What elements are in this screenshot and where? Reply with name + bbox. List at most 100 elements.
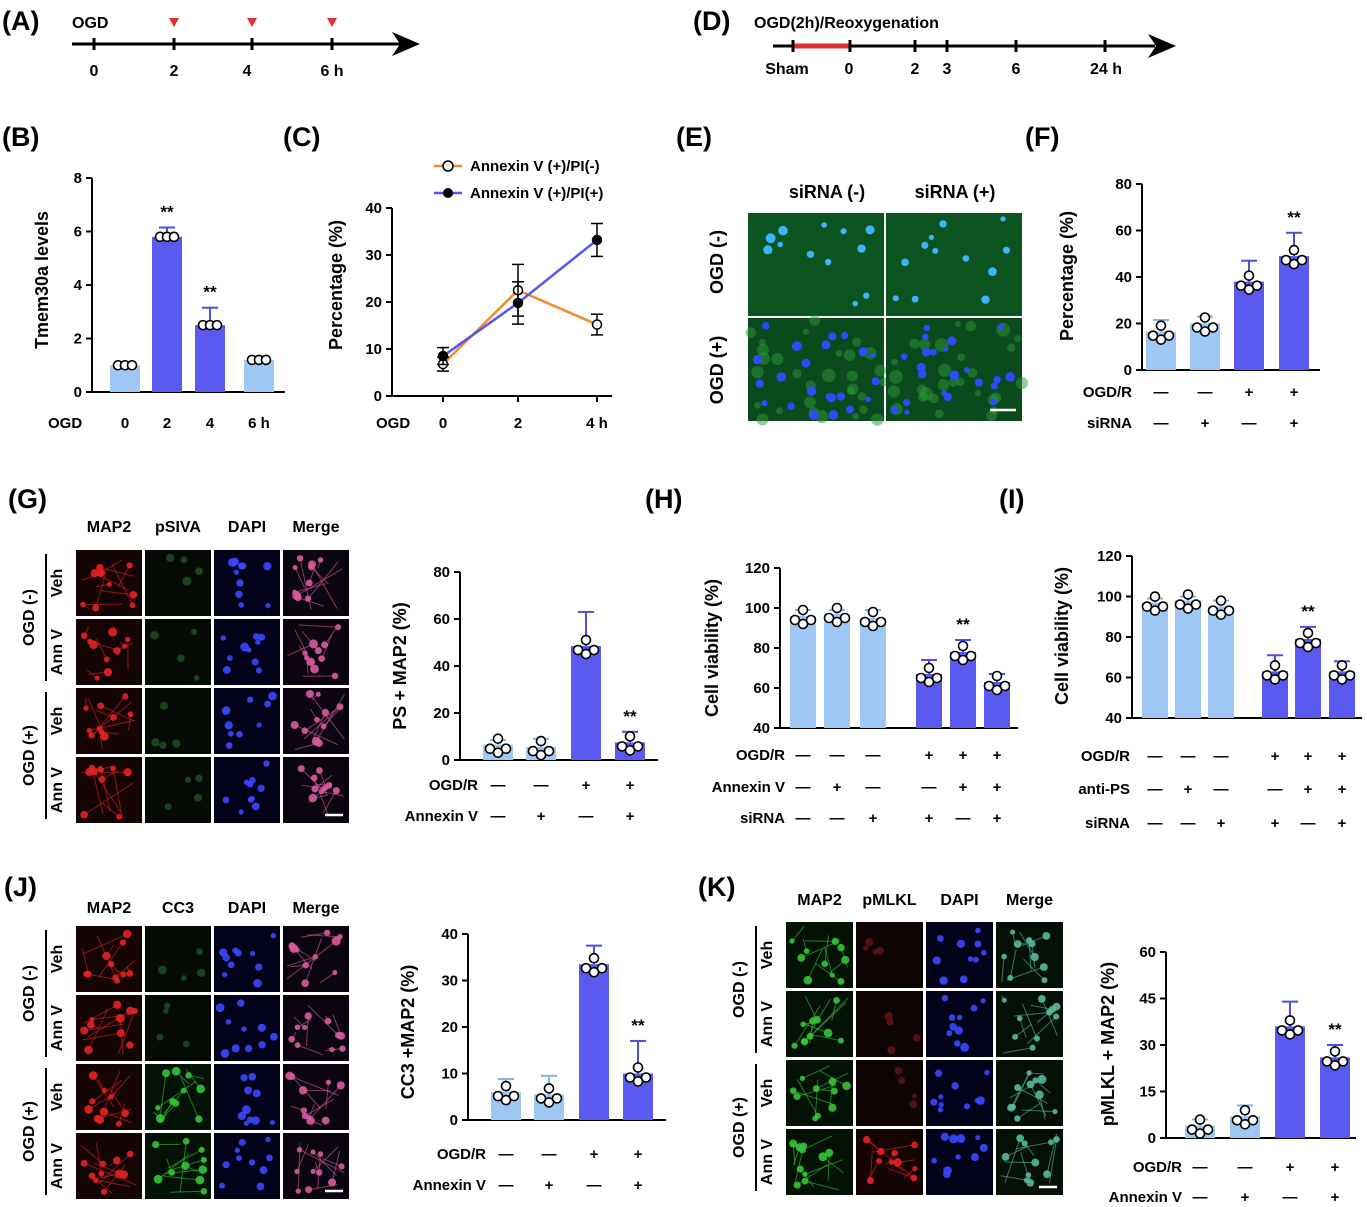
cell-body [131,1007,139,1015]
bar [790,616,816,728]
cell-body [172,1099,180,1107]
cell-body [791,1042,798,1049]
data-point [1207,322,1219,333]
cell-body [932,956,941,965]
membrane-signal [852,412,860,420]
cell-body [244,1086,253,1095]
cell-body [1053,1136,1060,1143]
data-point [797,618,809,630]
cell-body [310,664,319,674]
cell-body [80,1159,88,1167]
neurite [168,1159,204,1172]
data-point [551,1093,563,1104]
cell-body [158,965,167,975]
neurite [794,1005,821,1047]
cell-body [1001,1152,1010,1161]
data-point [1310,637,1322,649]
panel-b-chart: 0 2 4 6 8 ** ** 0 2 4 6 h [74,170,285,432]
cell-body [837,943,845,952]
bar [579,964,609,1120]
condition-sign: + [626,808,635,825]
panel-b-letter: (B) [2,122,39,152]
condition-row-label: siRNA [1085,815,1130,832]
data-point [1294,637,1306,649]
channel-header: MAP2 [87,519,132,536]
cell-body [1016,1134,1025,1143]
treatment-row-label: Veh [759,941,776,969]
nucleus [928,234,935,241]
panel-e-row-label: OGD (-) [707,230,727,294]
data-point [1199,326,1211,337]
significance-label: ** [160,202,174,221]
data-point [957,654,969,666]
membrane-signal [937,379,950,391]
neurite [294,724,338,746]
panel-d-tick: 3 [943,61,952,78]
data-point [1239,1119,1251,1130]
cell-body [324,929,331,936]
condition-sign: — [1154,384,1169,401]
neurite [310,566,330,585]
condition-sign: + [993,747,1002,764]
neurite [1000,1175,1027,1181]
cell-body [259,1166,268,1175]
neurite [1023,958,1045,981]
cell-body [1038,994,1046,1003]
neurite [824,935,829,964]
nucleus [904,409,910,415]
cell-body [84,1045,93,1055]
cell-body [800,1021,807,1028]
x-tick-label: 6 h [248,415,270,432]
neurite [89,641,116,650]
micrograph-tile [76,1133,142,1199]
cell-body [975,1134,981,1141]
y-tick-label: 20 [441,1019,458,1036]
cell-body [884,1011,893,1021]
cell-body [88,1172,96,1180]
neurite [804,940,836,942]
nucleus [990,398,998,406]
channel-header: DAPI [940,892,978,909]
condition-sign: + [1217,815,1226,832]
cell-body [236,1155,242,1161]
cell-body [1021,1140,1028,1147]
condition-sign: — [1193,1159,1208,1176]
cell-body [126,1041,134,1049]
nucleus [865,225,875,235]
neurite [95,1142,102,1174]
neurite [157,1153,190,1180]
micrograph-tile [856,1060,923,1126]
neurite [289,1075,339,1096]
cell-body [115,1120,122,1127]
panel-e-col-label: siRNA (-) [789,182,865,202]
condition-sign: — [1214,781,1229,798]
data-point [1163,330,1175,341]
cell-body [80,1026,89,1035]
cell-body [828,1077,837,1086]
significance-label: ** [956,615,970,634]
membrane-signal [821,368,836,383]
cell-body [196,1084,205,1094]
data-point [823,612,835,624]
channel-header: MAP2 [797,892,842,909]
panel-c-row-label: OGD [376,415,410,432]
neurite [91,767,104,814]
data-point [1321,1056,1333,1067]
data-point [923,662,935,674]
y-tick-label: 60 [1105,670,1122,687]
membrane-signal [852,337,862,347]
bar [1142,602,1168,718]
panel-c-letter: (C) [283,122,320,152]
neurite [1004,1161,1036,1164]
condition-sign: — [587,1177,602,1194]
condition-sign: — [1148,815,1163,832]
cell-body [219,948,228,957]
condition-row-label: OGD/R [429,777,478,794]
neurite [814,1079,819,1119]
nucleus [863,292,870,299]
cell-body [334,1031,342,1039]
cell-body [180,1087,187,1094]
membrane-signal [918,338,931,351]
panel-d-tick: 6 [1012,61,1021,78]
